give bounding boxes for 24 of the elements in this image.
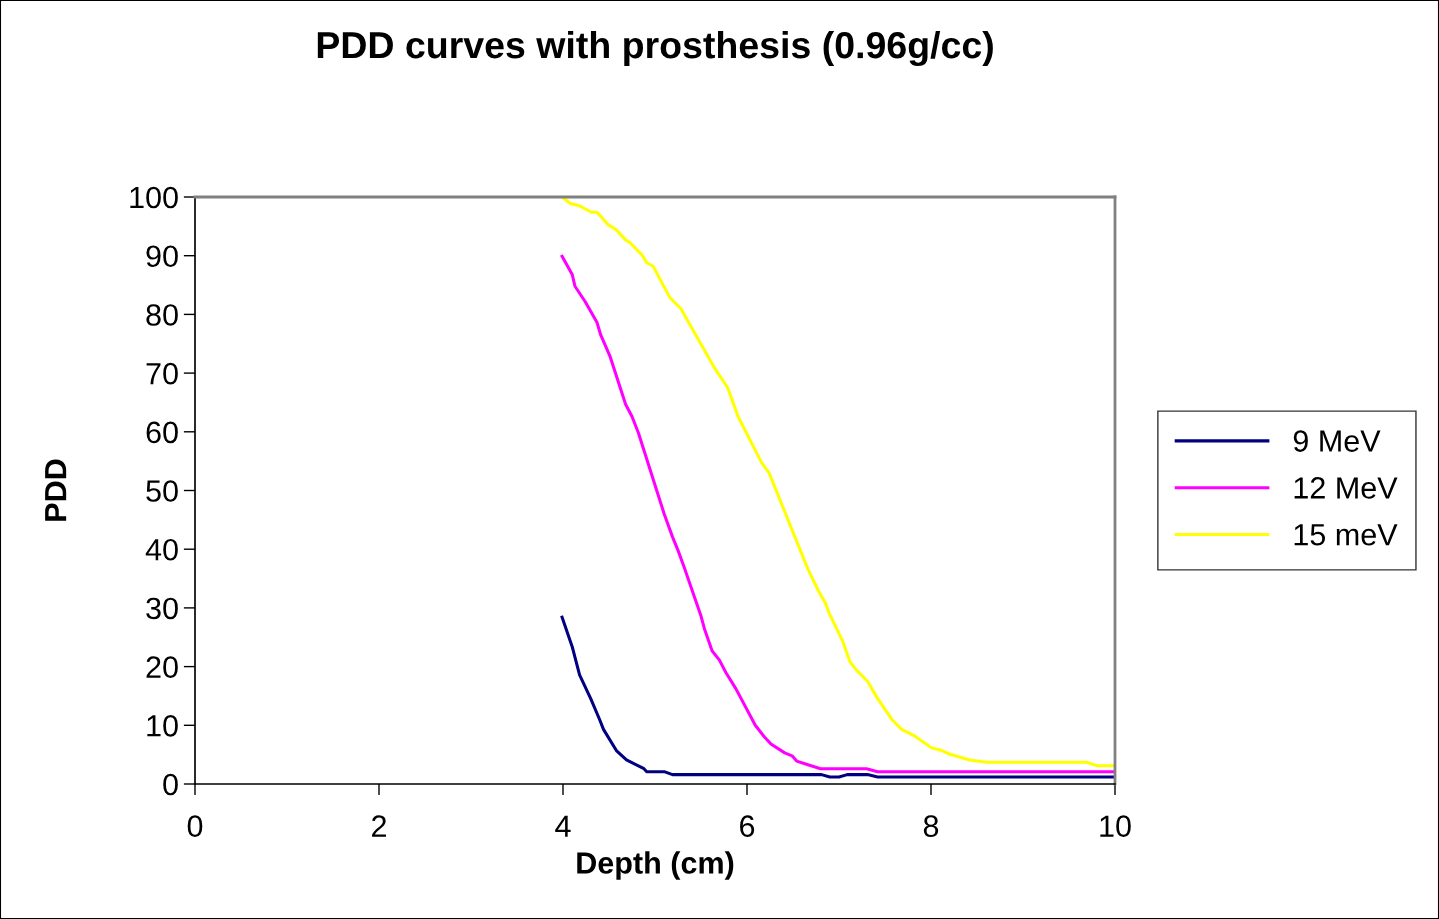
y-tick-label: 0 <box>163 773 178 796</box>
legend-label: 15 meV <box>1294 524 1398 546</box>
x-tick-label: 8 <box>923 815 939 837</box>
x-tick-label: 2 <box>372 815 386 837</box>
y-tick-label: 30 <box>146 597 178 620</box>
y-tick-label: 100 <box>130 186 178 209</box>
y-tick-label: 40 <box>145 538 178 561</box>
y-tick-label: 90 <box>146 245 178 268</box>
y-tick-label: 20 <box>146 656 178 678</box>
chart-title: PDD curves with prosthesis (0.96g/cc) <box>317 30 993 67</box>
x-tick-label: 0 <box>187 815 203 837</box>
x-axis-title: Depth (cm) <box>577 851 734 880</box>
y-tick-label: 10 <box>147 715 178 737</box>
x-tick-label: 6 <box>740 815 755 837</box>
legend-label: 9 MeV <box>1293 430 1381 452</box>
legend-label: 12 MeV <box>1294 477 1398 499</box>
line-series <box>560 615 1115 779</box>
x-tick-label: 10 <box>1100 815 1131 837</box>
y-axis-title: PDD <box>45 459 67 521</box>
y-tick-label: 60 <box>146 421 178 444</box>
y-tick-label: 70 <box>146 362 178 385</box>
y-tick-label: 80 <box>146 304 178 326</box>
y-tick-label: 50 <box>146 480 178 502</box>
x-tick-label: 4 <box>555 815 571 837</box>
